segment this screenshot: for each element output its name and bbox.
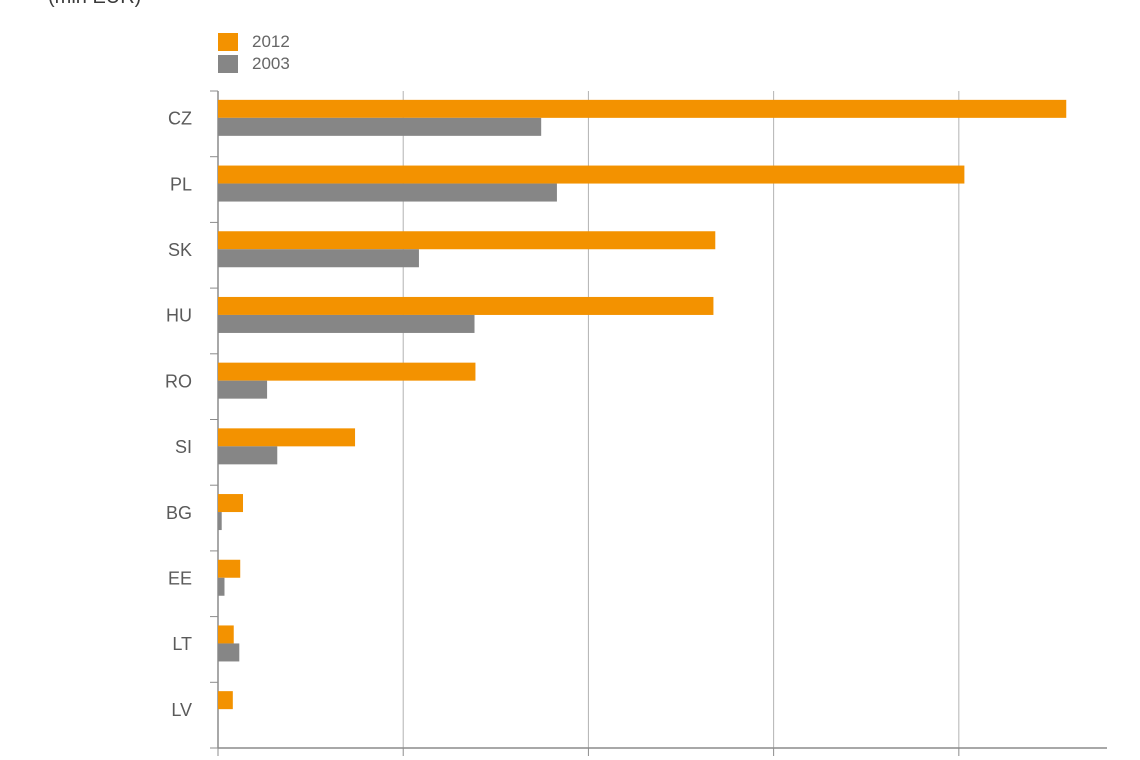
chart-subtitle: (mln EUR) [48,0,141,9]
legend-label-2003: 2003 [252,54,290,73]
category-label-ee: EE [168,569,192,589]
category-label-hu: HU [166,306,192,326]
legend: 2012 2003 [218,31,290,75]
bar-2003-hu [218,314,475,333]
bar-2012-lv [218,691,233,710]
bar-2003-bg [218,512,222,531]
category-label-cz: CZ [168,109,192,129]
bar-2003-pl [218,183,557,202]
bar-2003-lt [218,643,240,662]
bar-2003-ee [218,577,225,596]
legend-item-2003: 2003 [218,53,290,75]
bar-2012-sk [218,231,716,250]
category-label-sk: SK [168,240,192,260]
legend-swatch-2003 [218,55,238,73]
category-label-pl: PL [170,174,192,194]
bar-2003-cz [218,117,542,136]
bar-2003-sk [218,249,419,268]
legend-item-2012: 2012 [218,31,290,53]
legend-swatch-2012 [218,33,238,51]
bar-2003-ro [218,380,268,399]
bar-2012-ee [218,559,241,578]
bar-2012-lt [218,625,234,644]
category-label-si: SI [175,437,192,457]
category-label-lt: LT [172,634,192,654]
category-label-ro: RO [165,371,192,391]
bar-2012-pl [218,165,965,184]
category-label-lv: LV [171,700,192,720]
legend-label-2012: 2012 [252,32,290,51]
bar-2012-bg [218,494,244,513]
bar-2012-hu [218,296,714,315]
bar-2012-cz [218,99,1067,118]
bar-2012-si [218,428,356,447]
category-label-bg: BG [166,503,192,523]
bar-2012-ro [218,362,476,381]
bar-2003-si [218,446,278,465]
